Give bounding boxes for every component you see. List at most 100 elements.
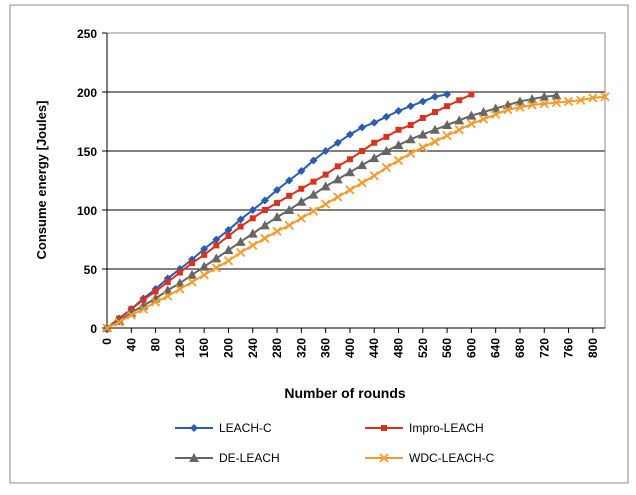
x-tick-label: 480	[392, 338, 406, 358]
x-tick-label: 80	[149, 338, 163, 352]
data-point	[444, 103, 451, 110]
data-point	[201, 251, 208, 258]
data-point	[405, 134, 416, 144]
data-point	[223, 245, 234, 255]
x-axis-label: Number of rounds	[284, 385, 406, 401]
data-point	[102, 323, 112, 333]
data-point	[310, 178, 317, 185]
data-point	[247, 228, 258, 238]
data-point	[286, 192, 293, 199]
data-point	[322, 171, 329, 178]
data-point	[224, 226, 233, 235]
legend-label: LEACH-C	[219, 421, 272, 435]
data-point	[443, 90, 452, 99]
legend-label: DE-LEACH	[219, 451, 280, 465]
data-point	[261, 207, 268, 213]
data-point	[274, 199, 281, 206]
data-point	[551, 90, 562, 100]
x-tick-label: 0	[100, 338, 114, 345]
data-point	[248, 206, 257, 214]
x-tick-label: 200	[221, 338, 235, 358]
data-point	[200, 244, 209, 253]
data-point	[359, 148, 366, 154]
data-point	[259, 220, 270, 230]
data-point	[272, 226, 282, 236]
y-tick-label: 0	[90, 322, 97, 336]
data-point	[491, 109, 501, 120]
data-point	[588, 93, 598, 103]
x-tick-label: 360	[319, 338, 333, 358]
data-point	[539, 91, 550, 101]
x-tick-label: 680	[513, 338, 527, 358]
data-point	[273, 185, 282, 194]
data-point	[478, 114, 489, 124]
y-tick-label: 50	[84, 263, 98, 277]
data-point	[211, 253, 222, 263]
data-point	[175, 284, 185, 294]
data-point	[162, 285, 173, 295]
data-point	[383, 133, 390, 140]
data-point	[600, 92, 610, 102]
data-point	[418, 142, 428, 153]
data-point	[357, 160, 368, 170]
data-point	[298, 185, 305, 192]
data-point	[551, 97, 562, 108]
data-point	[176, 269, 183, 276]
data-point	[418, 97, 427, 106]
data-point	[189, 260, 196, 267]
data-point	[320, 199, 331, 209]
data-point	[406, 148, 416, 158]
data-point	[174, 278, 185, 288]
x-tick-label: 440	[367, 338, 381, 358]
data-point	[236, 215, 245, 224]
data-point	[150, 297, 161, 307]
data-point	[539, 99, 549, 109]
data-point	[163, 291, 173, 301]
x-tick-label: 40	[124, 338, 138, 352]
data-point	[442, 120, 453, 130]
data-point	[199, 261, 210, 271]
data-point	[332, 174, 343, 184]
data-point	[576, 95, 586, 105]
data-point	[344, 167, 355, 177]
data-point	[211, 263, 221, 273]
legend-marker	[189, 453, 199, 462]
data-point	[296, 213, 306, 223]
data-point	[490, 103, 501, 113]
data-point	[442, 131, 452, 141]
x-tick-label: 640	[489, 338, 503, 358]
data-point	[249, 215, 256, 222]
data-point	[466, 110, 477, 120]
data-point	[114, 317, 124, 327]
data-point	[382, 112, 391, 121]
data-point	[334, 163, 341, 170]
data-point	[346, 156, 353, 163]
data-point	[308, 206, 319, 216]
chart-border	[9, 4, 629, 484]
data-point	[394, 106, 403, 115]
data-point	[272, 212, 283, 222]
data-point	[454, 115, 465, 125]
data-point	[223, 256, 234, 266]
x-tick-label: 560	[440, 338, 454, 358]
y-tick-label: 200	[77, 86, 97, 100]
y-tick-label: 250	[77, 27, 97, 41]
data-point	[466, 119, 477, 129]
data-point	[212, 235, 221, 244]
data-point	[430, 92, 439, 101]
data-point	[235, 236, 246, 246]
data-point	[213, 242, 220, 249]
y-axis-label: Consume energy [Joules]	[34, 101, 49, 260]
x-tick-label: 240	[246, 338, 260, 358]
x-tick-label: 160	[197, 338, 211, 358]
x-tick-label: 760	[562, 338, 576, 358]
data-point	[235, 247, 246, 258]
x-tick-label: 600	[464, 338, 478, 358]
data-point	[369, 153, 380, 163]
data-point	[296, 196, 307, 206]
data-point	[140, 296, 147, 303]
data-point	[430, 136, 440, 147]
data-point	[309, 156, 318, 165]
x-tick-label: 280	[270, 338, 284, 358]
